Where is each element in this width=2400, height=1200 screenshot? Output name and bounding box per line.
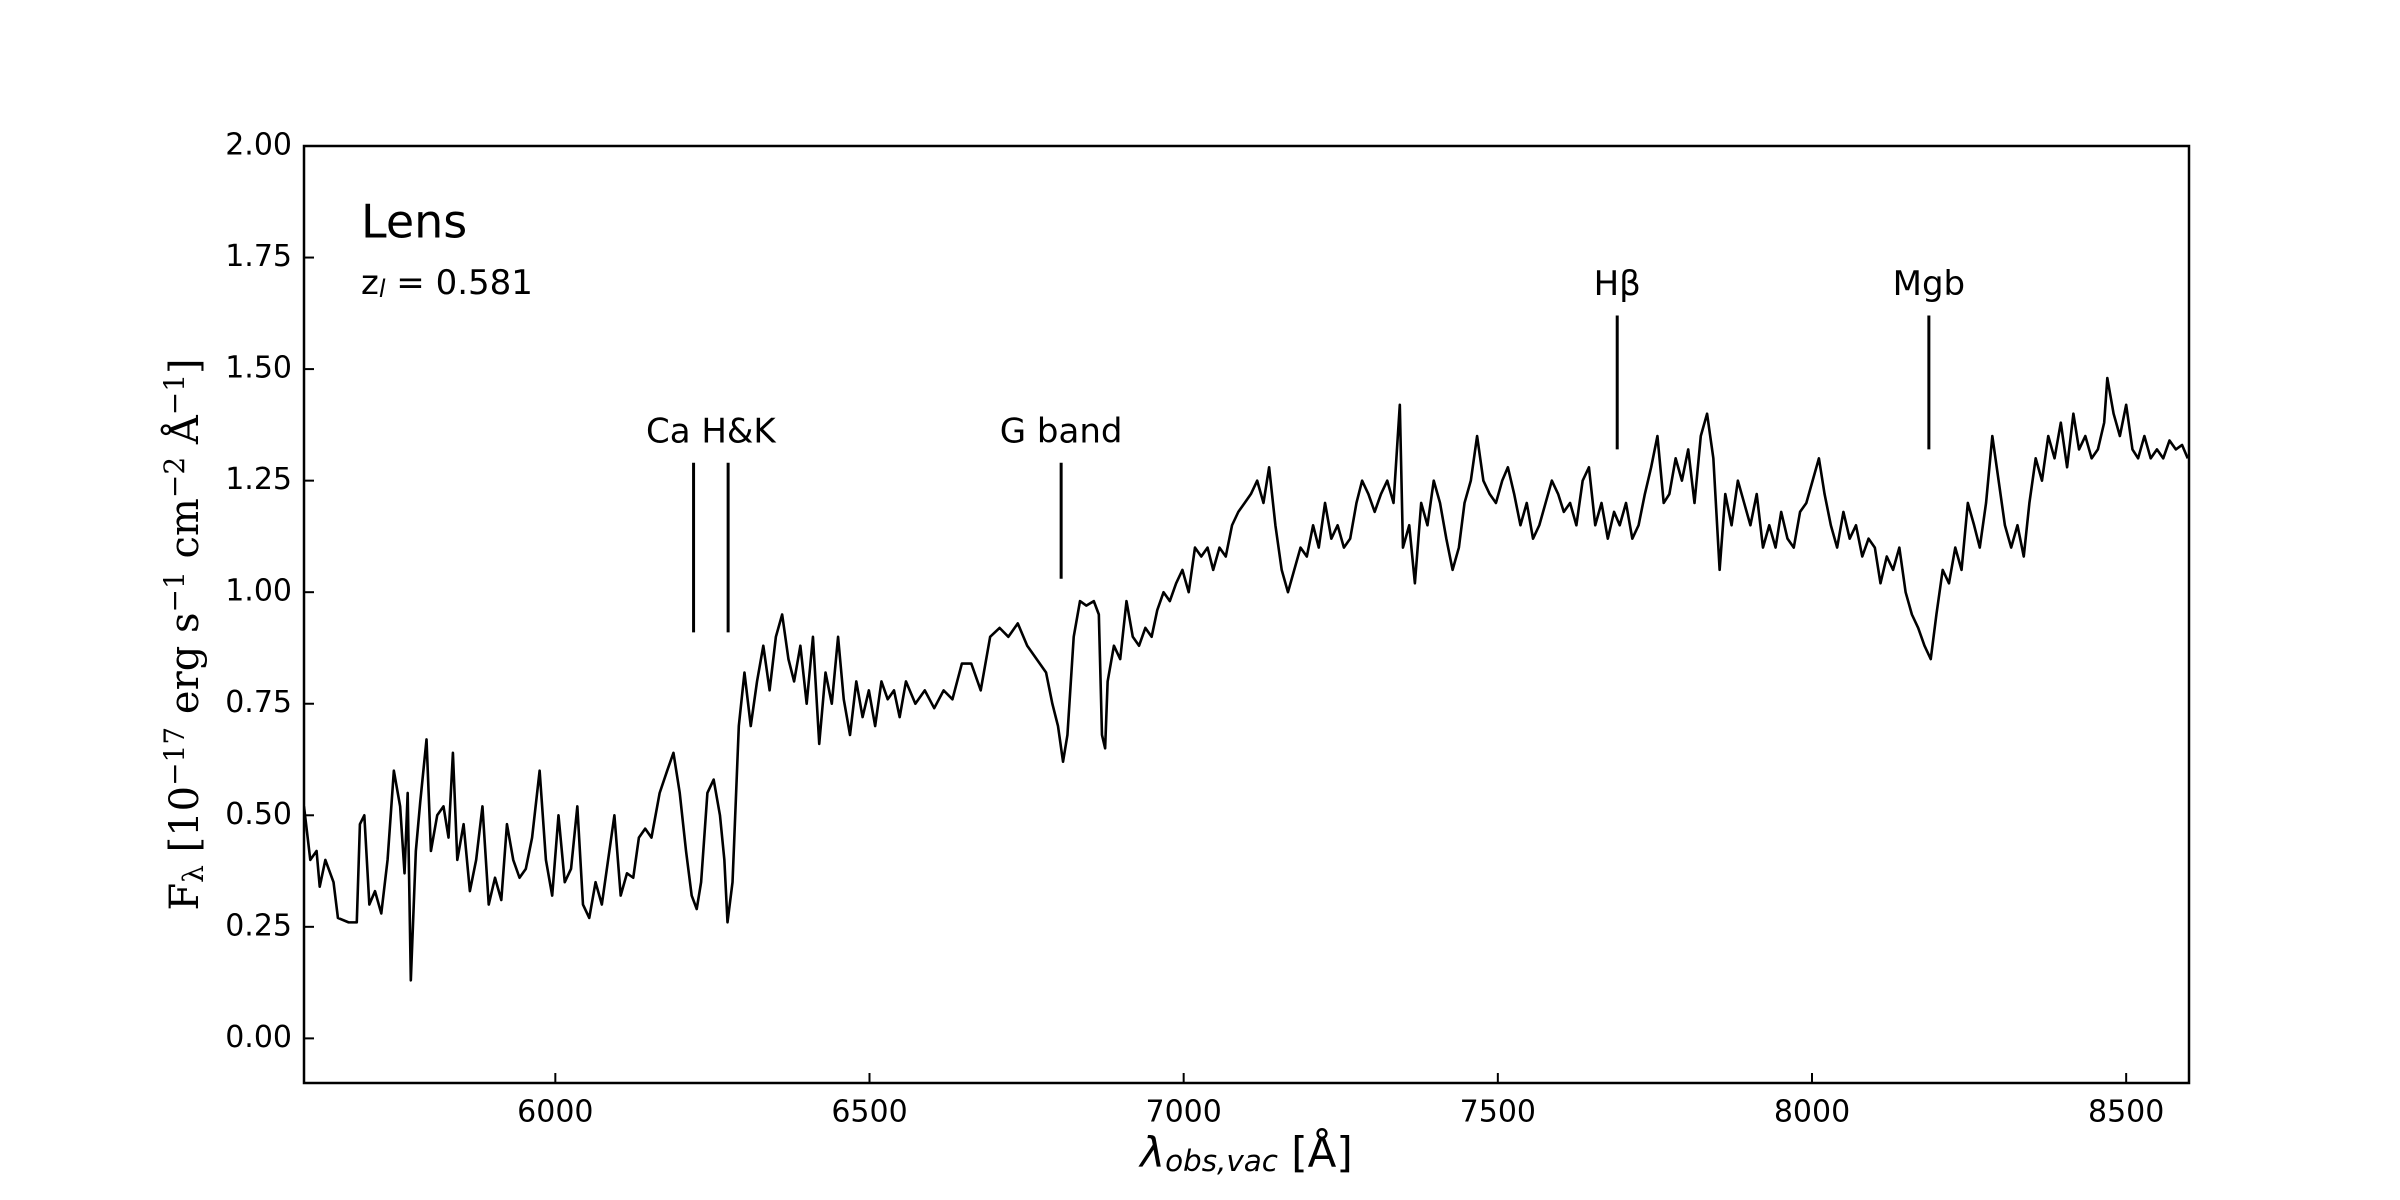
- label-part: = 0.581: [385, 263, 532, 303]
- y-tick-label: 2.00: [225, 128, 292, 163]
- panel-title: Lens: [361, 195, 467, 249]
- spectrum-line: [304, 376, 2189, 982]
- label-part: z: [361, 263, 379, 303]
- x-axis-label: λobs,vac [Å]: [1138, 1127, 1353, 1178]
- y-tick-label: 0.75: [225, 685, 292, 720]
- feature-label: Mgb: [1893, 264, 1966, 304]
- label-part: l: [379, 275, 386, 303]
- y-tick-label: 1.75: [225, 239, 292, 274]
- y-tick-label: 1.25: [225, 462, 292, 497]
- label-part: ]: [162, 358, 208, 374]
- x-tick-label: 6500: [831, 1095, 907, 1130]
- plot-frame: [302, 144, 2191, 1085]
- label-part: [10: [162, 786, 208, 865]
- label-part: [Å]: [1278, 1127, 1353, 1177]
- label-part: obs,vac: [1165, 1144, 1278, 1178]
- feature-label: Ca H&K: [646, 411, 777, 451]
- y-tick-label: 1.50: [225, 351, 292, 386]
- feature-label: G band: [1000, 411, 1123, 451]
- label-part: −1: [158, 374, 191, 415]
- y-axis-label: Fλ [10−17 erg s−1 cm−2 Å−1]: [158, 358, 209, 910]
- x-tick-label: 7500: [1460, 1095, 1536, 1130]
- label-part: cm: [162, 498, 208, 571]
- y-tick-label: 0.00: [225, 1020, 292, 1055]
- label-part: F: [162, 883, 208, 911]
- label-part: λ: [177, 865, 210, 883]
- label-part: −2: [158, 457, 191, 498]
- x-tick-label: 7000: [1145, 1095, 1221, 1130]
- label-part: −17: [158, 727, 191, 786]
- y-tick-label: 0.25: [225, 908, 292, 943]
- y-tick-label: 0.50: [225, 797, 292, 832]
- label-part: −1: [158, 571, 191, 612]
- x-tick-label: 8500: [2088, 1095, 2164, 1130]
- y-tick-label: 1.00: [225, 574, 292, 609]
- redshift-label: zl = 0.581: [361, 263, 533, 303]
- x-tick-label: 8000: [1774, 1095, 1850, 1130]
- feature-label: Hβ: [1594, 264, 1641, 304]
- label-part: Å: [161, 414, 208, 457]
- label-part: λ: [1138, 1128, 1165, 1177]
- x-tick-label: 6000: [517, 1095, 593, 1130]
- label-part: erg s: [162, 612, 208, 726]
